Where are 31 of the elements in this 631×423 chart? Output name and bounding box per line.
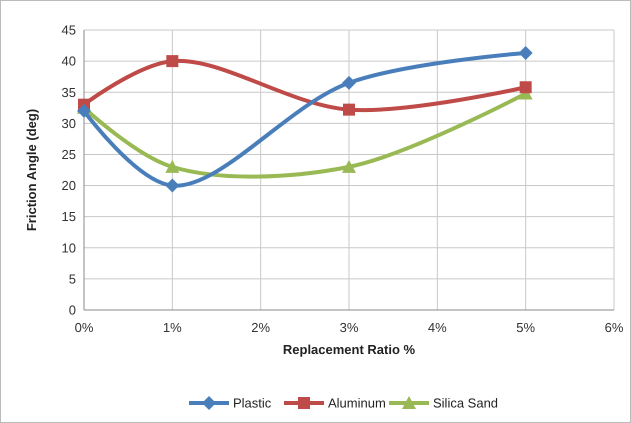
x-tick-label: 4% [428,320,448,335]
point [77,104,91,118]
point [342,76,356,90]
x-tick-label: 6% [604,320,624,335]
y-tick-label: 40 [62,54,76,69]
x-tick-label: 5% [516,320,536,335]
legend-label: Aluminum [328,396,386,411]
x-tick-label: 1% [162,320,182,335]
point [165,160,180,173]
y-tick-label: 20 [62,178,76,194]
y-axis-title: Friction Angle (deg) [24,108,39,232]
point [165,178,180,193]
y-tick-label: 30 [62,116,76,131]
x-tick-label: 0% [74,320,94,335]
point [343,104,355,116]
point [520,81,532,94]
point [342,160,356,173]
x-tick-label: 2% [251,320,270,335]
y-tick-label: 45 [62,22,76,38]
legend-label: Silica Sand [433,396,498,411]
y-tick-label: 0 [68,302,76,318]
y-tick-label: 15 [62,209,76,224]
y-tick-label: 35 [62,84,76,100]
x-axis-title: Replacement Ratio % [282,342,416,357]
y-tick-label: 10 [62,240,76,256]
legend-label: Plastic [233,396,272,411]
x-tick-label: 3% [340,320,359,335]
point [166,55,178,68]
y-tick-label: 5 [68,271,76,286]
point [518,46,533,60]
y-tick-label: 25 [62,146,76,162]
